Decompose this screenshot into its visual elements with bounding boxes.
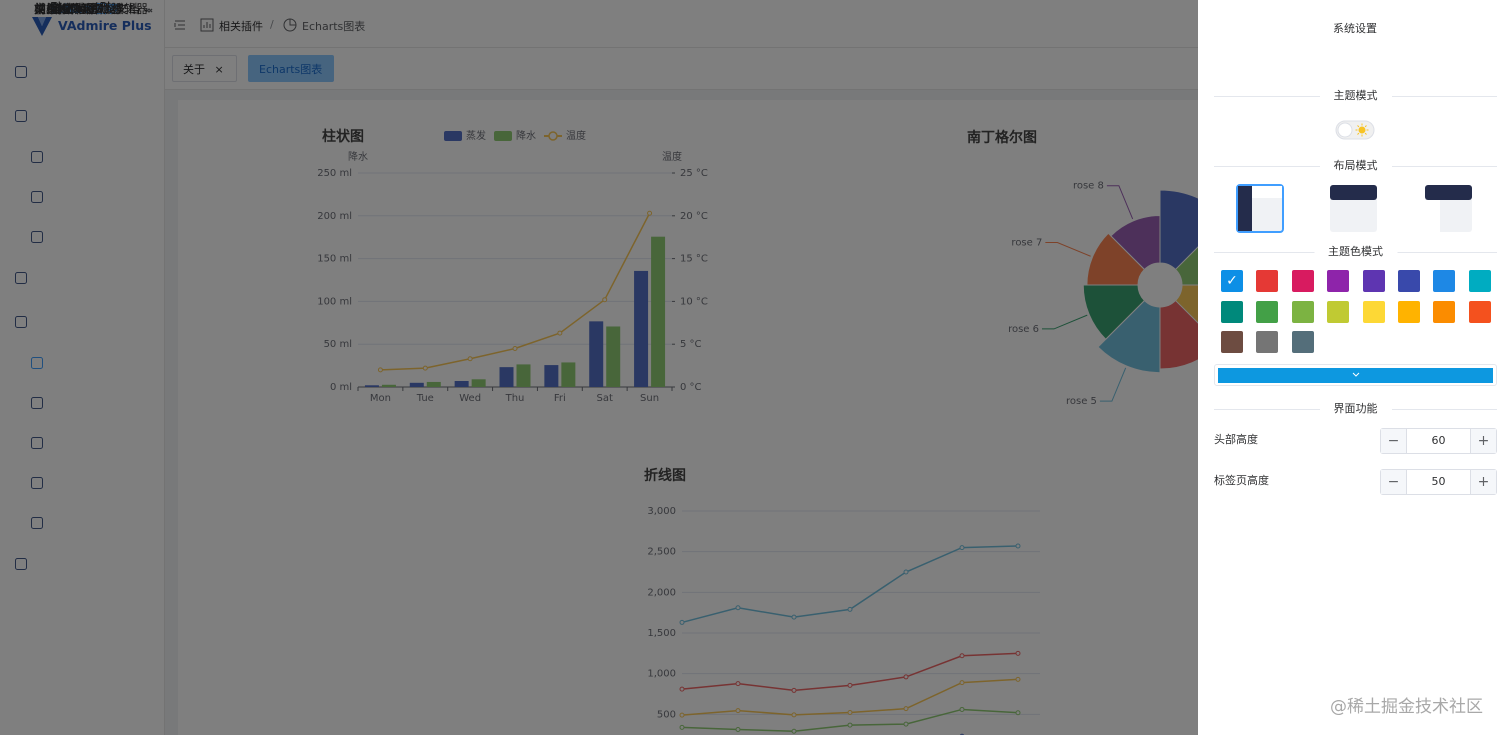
decrease-button[interactable]: − [1381,470,1407,494]
divider: 布局模式 [1214,158,1497,174]
color-swatch[interactable] [1362,300,1385,323]
color-swatch[interactable] [1221,300,1243,323]
section-title: 布局模式 [1319,158,1392,174]
number-value[interactable]: 60 [1431,434,1446,447]
layout-option[interactable] [1330,185,1377,232]
color-swatch[interactable] [1256,270,1279,292]
color-swatch[interactable] [1398,270,1420,292]
number-input[interactable]: − 50 + [1380,469,1497,495]
color-swatch[interactable] [1291,270,1314,292]
number-value[interactable]: 50 [1431,475,1446,488]
color-swatch[interactable] [1433,270,1456,292]
color-swatch[interactable] [1256,331,1279,353]
color-swatch[interactable] [1468,270,1491,292]
color-swatch[interactable] [1433,300,1456,323]
section-title: 主题模式 [1319,88,1392,104]
settings-drawer: 系统设置 主题模式 布局模式 主题色模式 ✓ 界面功能 头部高度 − 60 + … [1198,0,1512,735]
drawer-title: 系统设置 [1333,22,1377,35]
increase-button[interactable]: + [1470,470,1496,494]
color-swatch[interactable] [1398,300,1420,323]
section-title: 主题色模式 [1314,244,1397,260]
increase-button[interactable]: + [1470,429,1496,453]
divider: 界面功能 [1214,401,1497,417]
select-arrow [1352,372,1360,377]
decrease-button[interactable]: − [1381,429,1407,453]
setting-label: 头部高度 [1214,433,1258,446]
color-select[interactable] [1214,364,1497,386]
layout-option[interactable] [1236,184,1284,233]
divider: 主题色模式 [1214,244,1497,260]
color-swatch[interactable] [1468,300,1491,323]
color-swatch[interactable] [1291,331,1314,353]
watermark: @稀土掘金技术社区 [1330,697,1483,717]
color-swatch[interactable] [1362,270,1385,292]
color-swatch[interactable]: ✓ [1221,270,1243,292]
color-swatch[interactable] [1327,270,1350,292]
divider: 主题模式 [1214,88,1497,104]
color-swatch[interactable] [1256,300,1279,323]
layout-options [1236,184,1472,233]
check-mark: ✓ [1226,273,1238,289]
number-input[interactable]: − 60 + [1380,428,1497,454]
color-swatch[interactable] [1327,300,1350,323]
section-title: 界面功能 [1319,401,1392,417]
layout-option[interactable] [1425,185,1472,232]
setting-label: 标签页高度 [1214,474,1269,487]
theme-switch[interactable] [1335,120,1375,140]
color-swatch[interactable] [1221,331,1243,353]
color-swatch[interactable] [1291,300,1314,323]
